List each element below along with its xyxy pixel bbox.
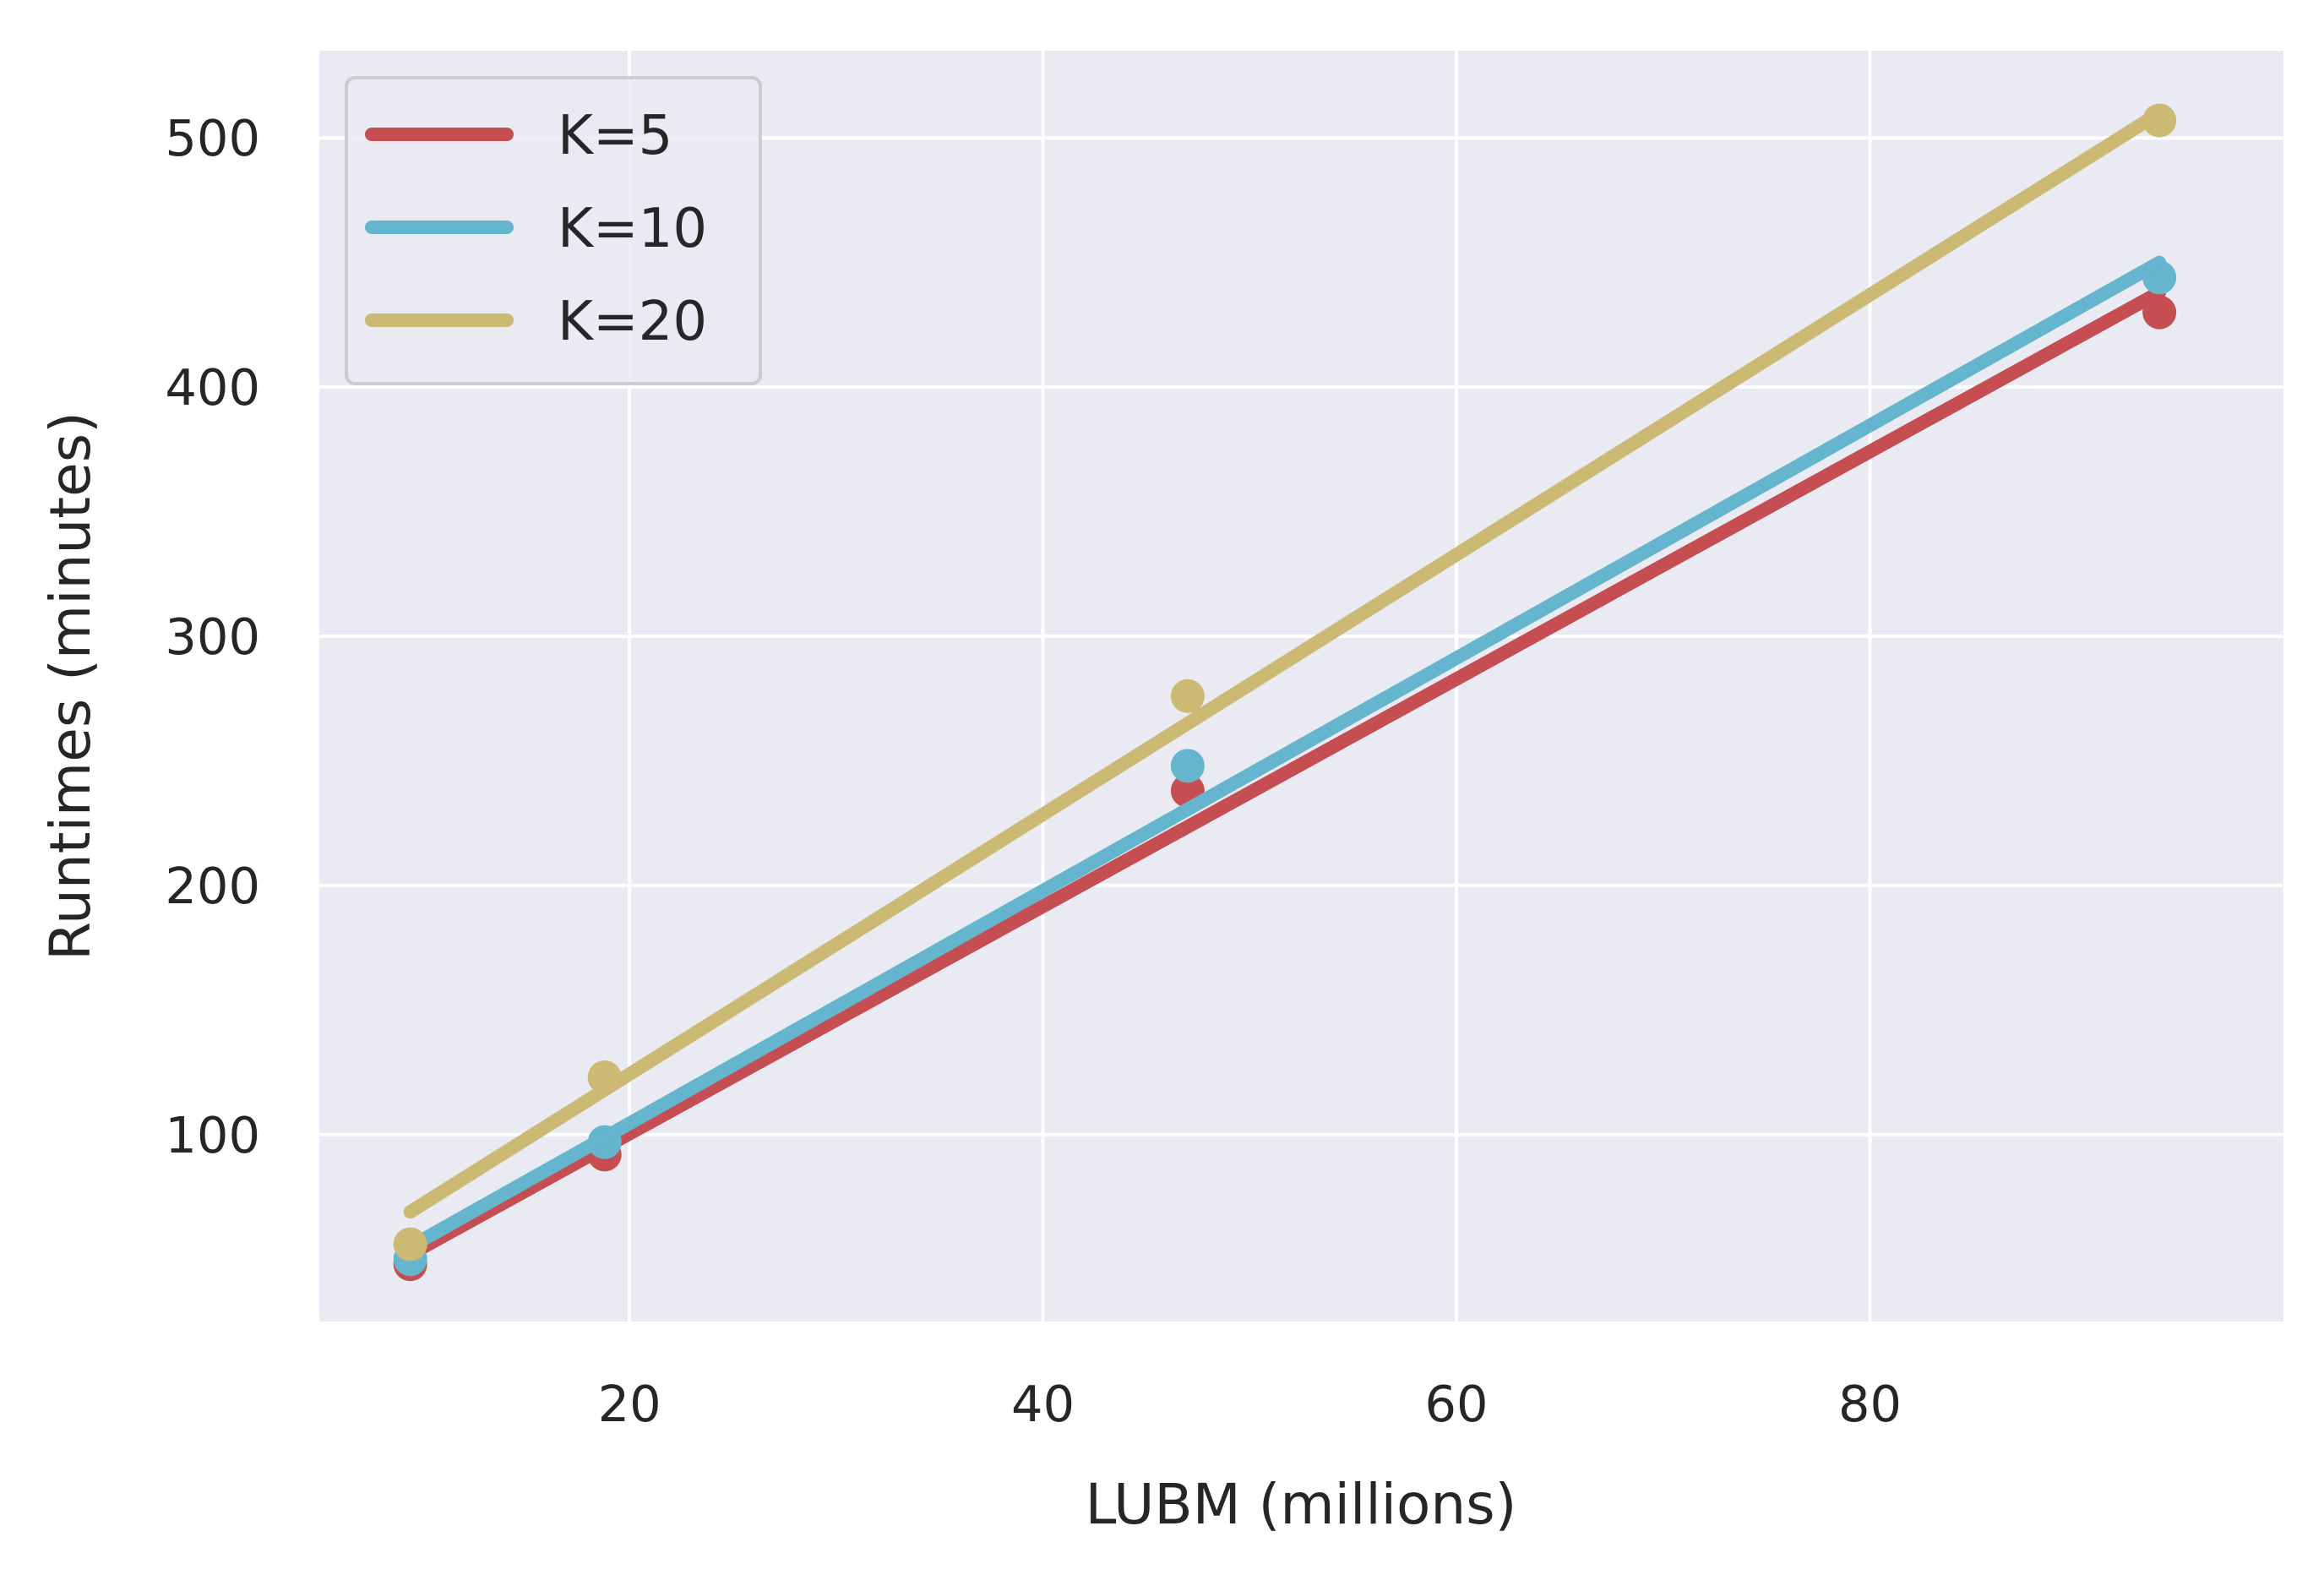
legend-label-k20: K=20 (558, 291, 707, 353)
legend-label-k10: K=10 (558, 198, 707, 260)
series-layer (393, 103, 2177, 1282)
x-tick-label: 80 (1838, 1375, 1902, 1433)
legend: K=5 K=10 K=20 (345, 76, 762, 385)
y-tick-label: 300 (165, 608, 260, 666)
x-axis-label: LUBM (millions) (1086, 1472, 1517, 1537)
legend-label-k5: K=5 (558, 105, 672, 167)
data-point-k20 (1170, 679, 1205, 713)
y-tick-label: 400 (165, 358, 260, 417)
y-tick-label: 500 (165, 109, 260, 167)
y-axis-label: Runtimes (minutes) (38, 411, 103, 961)
fit-line-k5 (403, 286, 2167, 1262)
x-tick-label: 60 (1425, 1375, 1489, 1433)
x-tick-label: 40 (1011, 1375, 1075, 1433)
y-tick-label: 200 (165, 857, 260, 915)
x-axis-ticks: 20 40 60 80 (598, 1375, 1902, 1433)
series-k20 (393, 103, 2177, 1262)
fit-line-k20 (403, 106, 2167, 1219)
fit-line-k10 (403, 255, 2167, 1254)
legend-box (345, 76, 762, 385)
data-point-k10 (1170, 749, 1205, 783)
x-tick-label: 20 (598, 1375, 661, 1433)
y-axis-ticks: 100 200 300 400 500 (165, 109, 260, 1164)
data-point-k20 (393, 1227, 427, 1262)
y-tick-label: 100 (165, 1106, 260, 1164)
